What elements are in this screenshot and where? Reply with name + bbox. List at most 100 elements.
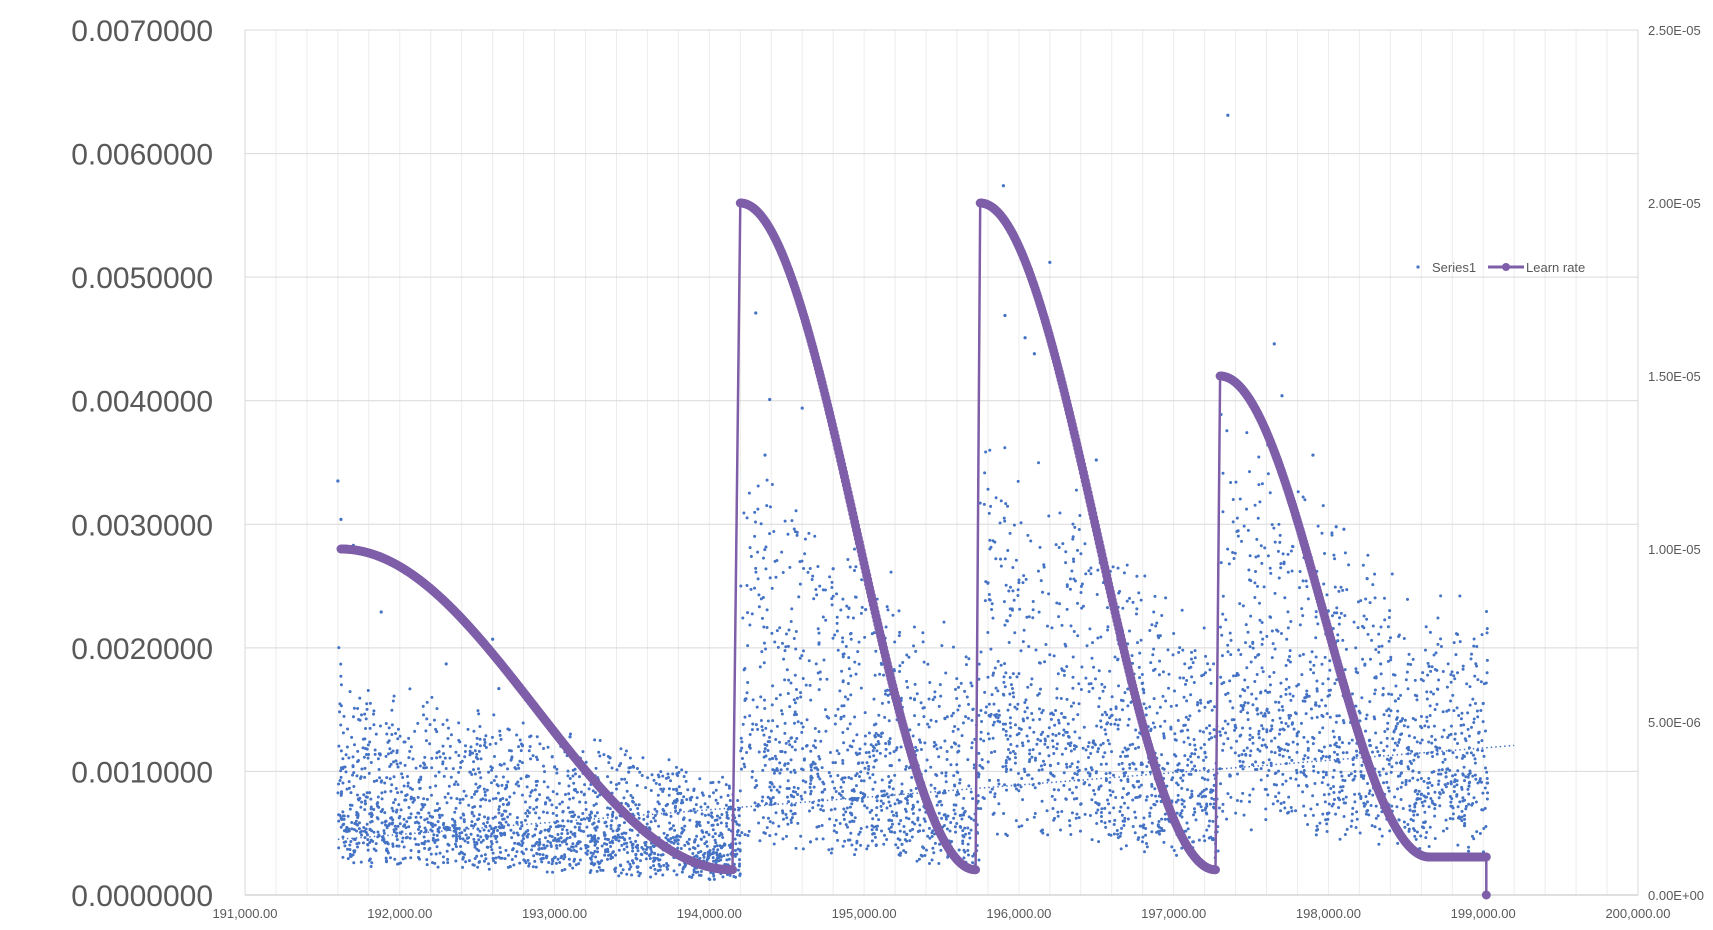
series1-point [1007,709,1010,712]
series1-point [658,783,661,786]
series1-point [429,828,432,831]
series1-point [707,821,710,824]
series1-point [528,749,531,752]
series1-point [1302,805,1305,808]
series1-point [1317,771,1320,774]
series1-point [1338,616,1341,619]
series1-point [1008,758,1011,761]
series1-point [609,841,612,844]
series1-point [1053,775,1056,778]
series1-point [891,823,894,826]
series1-point [369,798,372,801]
series1-point [1389,636,1392,639]
series1-point [1275,772,1278,775]
series1-point [1475,801,1478,804]
series1-point [343,814,346,817]
series1-point [1250,693,1253,696]
series1-point [1297,730,1300,733]
series1-point [1371,824,1374,827]
series1-point [1431,665,1434,668]
series1-point [583,783,586,786]
series1-point [887,775,890,778]
series1-point [712,875,715,878]
series1-point [876,825,879,828]
series1-point [589,840,592,843]
series1-point [1021,741,1024,744]
series1-point [1440,645,1443,648]
series1-point [1255,707,1258,710]
series1-point [430,696,433,699]
series1-point [935,795,938,798]
series1-point [1315,704,1318,707]
series1-point [685,771,688,774]
series1-point [1059,829,1062,832]
series1-point [451,848,454,851]
series1-point [503,809,506,812]
series1-point [753,808,756,811]
series1-point [675,836,678,839]
series1-point [1014,762,1017,765]
series1-point [930,719,933,722]
series1-point [1141,771,1144,774]
series1-point [1324,656,1327,659]
series1-point [1041,800,1044,803]
series1-point [882,843,885,846]
series1-point [394,798,397,801]
series1-point [1352,763,1355,766]
series1-point [1316,622,1319,625]
series1-point [889,764,892,767]
series1-point [422,705,425,708]
series1-point [623,848,626,851]
series1-point [1283,748,1286,751]
series1-point [474,772,477,775]
series1-point [596,850,599,853]
series1-point [681,830,684,833]
series1-point [1092,739,1095,742]
series1-point [527,775,530,778]
series1-point [340,826,343,829]
series1-point [1377,814,1380,817]
series1-point [883,716,886,719]
series1-point [1203,627,1206,630]
series1-point [348,844,351,847]
series1-point [585,826,588,829]
series1-point [1372,625,1375,628]
series1-point [778,772,781,775]
series1-point [1269,572,1272,575]
series1-point [345,753,348,756]
series1-point [744,698,747,701]
series1-point [1238,735,1241,738]
series1-point [935,720,938,723]
series1-point [944,813,947,816]
series1-point [823,788,826,791]
series1-point [1095,822,1098,825]
series1-point [1159,725,1162,728]
series1-point [715,851,718,854]
series1-point [649,857,652,860]
series1-point [1418,790,1421,793]
series1-point [449,745,452,748]
series1-point [1266,774,1269,777]
series1-point [413,837,416,840]
series1-point [1264,788,1267,791]
series1-point [1432,693,1435,696]
series1-point [804,791,807,794]
series1-point [1357,626,1360,629]
series1-point [386,741,389,744]
series1-point [499,798,502,801]
series1-point [525,848,528,851]
series1-point [740,831,743,834]
series1-point [690,796,693,799]
series1-point [623,842,626,845]
series1-point [1078,702,1081,705]
minor-gridlines [245,30,1638,895]
series1-point [426,798,429,801]
series1-point [1145,714,1148,717]
series1-point [1258,736,1261,739]
series1-point [1153,787,1156,790]
series1-point [426,701,429,704]
series1-point [1072,718,1075,721]
series1-point [1355,670,1358,673]
series1-point [1106,629,1109,632]
